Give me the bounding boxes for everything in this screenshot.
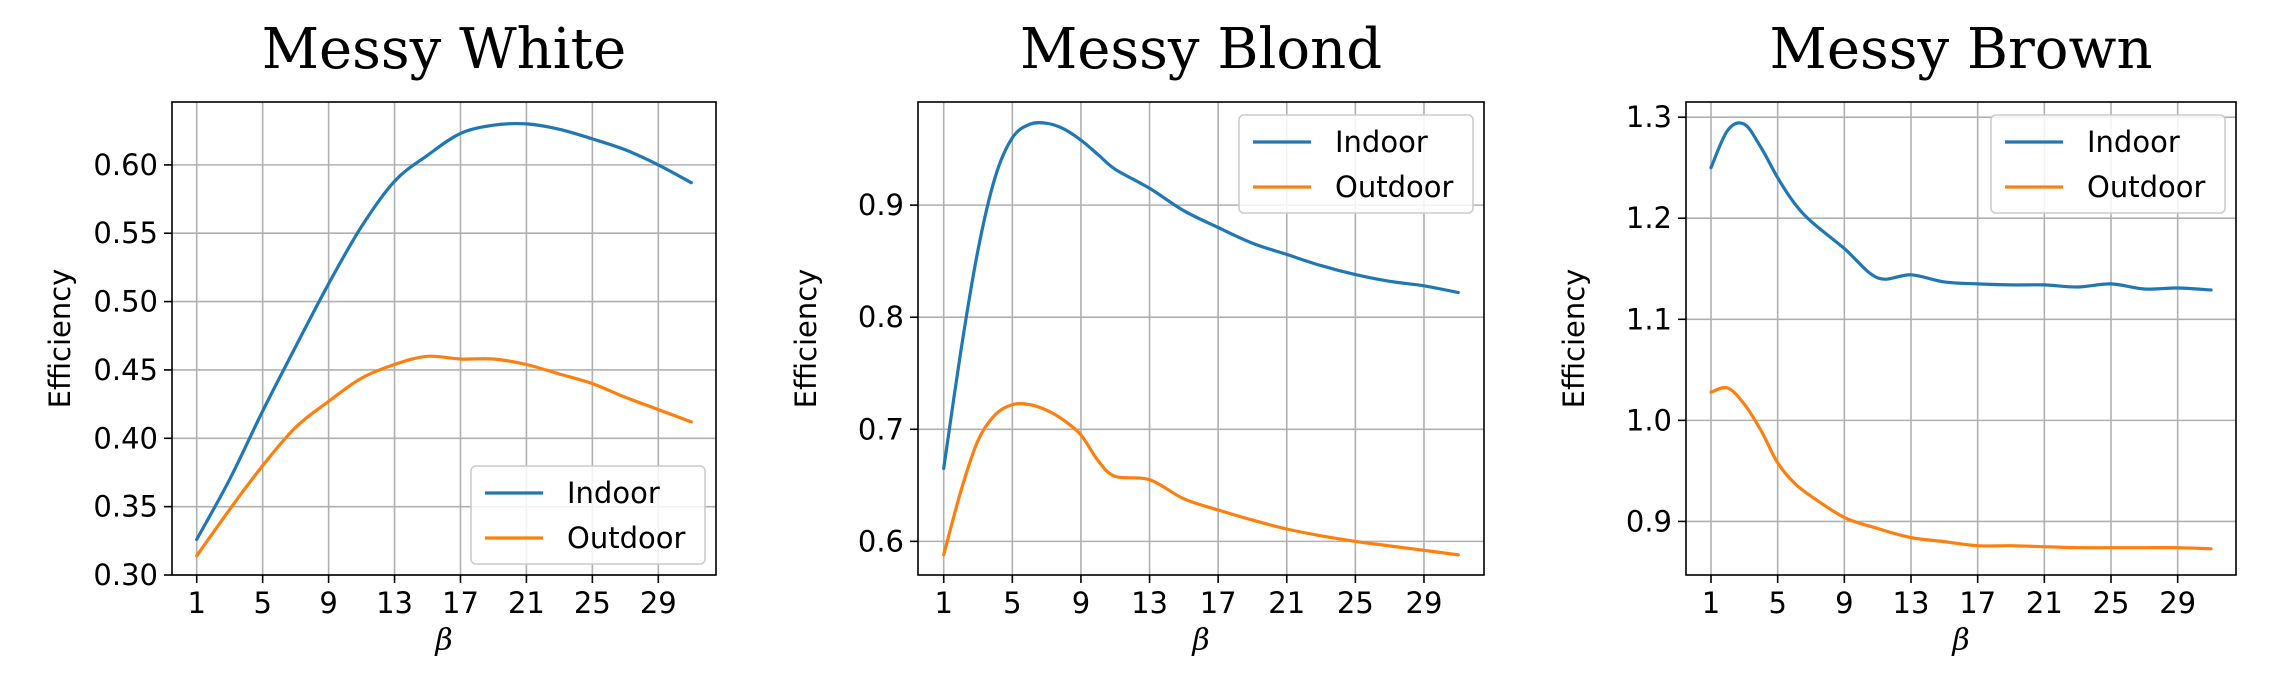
- x-tick-label: 25: [1337, 586, 1374, 620]
- plot-frame: [1685, 101, 2237, 576]
- x-tick-label: 1: [935, 586, 953, 620]
- legend-label-indoor: Indoor: [1335, 125, 1428, 159]
- plot-frame: [917, 101, 1485, 576]
- series-line-indoor: [195, 121, 693, 542]
- x-tick-label: 9: [1072, 586, 1090, 620]
- x-tick-label: 5: [1768, 586, 1786, 620]
- x-tick-label: 29: [640, 586, 677, 620]
- y-tick-label: 0.9: [858, 188, 904, 222]
- legend-label-outdoor: Outdoor: [567, 521, 685, 555]
- x-tick-label: 5: [253, 586, 271, 620]
- x-tick-label: 17: [442, 586, 479, 620]
- y-tick-label: 0.9: [1626, 504, 1672, 538]
- y-tick-label: 1.2: [1626, 201, 1672, 235]
- chart-title: Messy White: [262, 17, 627, 82]
- chart-panel-2: Messy Blond 1 5 9 13 17 21 25 29 0.6 0.7 0.8 0.9 β Eff…: [789, 17, 1485, 658]
- x-tick-label: 13: [1893, 586, 1930, 620]
- legend: Indoor Outdoor: [470, 465, 706, 565]
- y-axis-label: Efficiency: [789, 269, 823, 409]
- x-tick-label: 29: [1406, 586, 1443, 620]
- x-tick-label: 9: [1835, 586, 1853, 620]
- legend: Indoor Outdoor: [1990, 114, 2226, 214]
- legend-label-indoor: Indoor: [567, 476, 660, 510]
- x-axis-label: β: [1191, 623, 1209, 658]
- y-tick-label: 0.6: [858, 524, 904, 558]
- y-tick-label: 0.40: [93, 421, 158, 455]
- x-tick-label: 5: [1003, 586, 1021, 620]
- x-tick-label: 13: [376, 586, 413, 620]
- x-axis-label: β: [434, 623, 452, 658]
- x-tick-label: 13: [1131, 586, 1168, 620]
- legend-label-outdoor: Outdoor: [1335, 170, 1453, 204]
- series-line-outdoor: [942, 402, 1460, 557]
- x-tick-label: 9: [319, 586, 337, 620]
- chart-panel-3: Messy Brown 1 5 9 13 17 21 25 29 0.9 1.0 1.1 1.2 1.3 β…: [1557, 17, 2237, 658]
- x-tick-label: 21: [1268, 586, 1305, 620]
- x-tick-label: 25: [2093, 586, 2130, 620]
- series-line-indoor: [942, 121, 1460, 471]
- series-line-outdoor: [1709, 385, 2213, 551]
- legend-label-indoor: Indoor: [2087, 125, 2180, 159]
- y-tick-label: 1.3: [1626, 100, 1672, 134]
- x-tick-label: 21: [508, 586, 545, 620]
- y-tick-label: 0.8: [858, 300, 904, 334]
- x-tick-label: 29: [2159, 586, 2196, 620]
- x-tick-label: 1: [188, 586, 206, 620]
- legend-label-outdoor: Outdoor: [2087, 170, 2205, 204]
- y-tick-label: 0.55: [93, 216, 158, 250]
- y-tick-label: 1.0: [1626, 403, 1672, 437]
- plot-frame: [171, 101, 717, 576]
- y-tick-label: 0.35: [93, 490, 158, 524]
- y-tick-label: 0.45: [93, 353, 158, 387]
- chart-title: Messy Brown: [1769, 17, 2152, 82]
- y-axis-label: Efficiency: [43, 269, 77, 409]
- x-tick-label: 21: [2026, 586, 2063, 620]
- y-tick-label: 0.30: [93, 558, 158, 592]
- x-tick-label: 17: [1959, 586, 1996, 620]
- x-axis-label: β: [1951, 623, 1969, 658]
- series-line-outdoor: [195, 354, 693, 558]
- x-tick-label: 17: [1200, 586, 1237, 620]
- legend: Indoor Outdoor: [1238, 114, 1474, 214]
- y-tick-label: 0.50: [93, 285, 158, 319]
- series-line-indoor: [1709, 121, 2213, 292]
- x-tick-label: 1: [1702, 586, 1720, 620]
- chart-panel-1: Messy White 1 5 9 13 17 21 25 29 0.30 0.35 0.40 0.45…: [43, 17, 717, 658]
- y-axis-label: Efficiency: [1557, 269, 1591, 409]
- chart-title: Messy Blond: [1020, 17, 1382, 82]
- y-tick-label: 0.60: [93, 148, 158, 182]
- x-tick-label: 25: [574, 586, 611, 620]
- y-tick-label: 0.7: [858, 412, 904, 446]
- y-tick-label: 1.1: [1626, 302, 1672, 336]
